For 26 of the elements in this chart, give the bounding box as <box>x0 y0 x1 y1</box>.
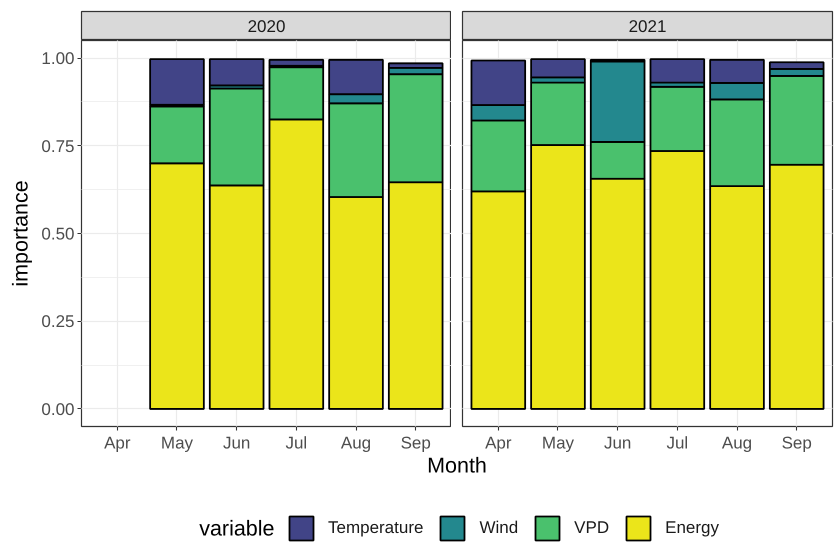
chart-title: 2021 <box>628 17 666 36</box>
x-tick-label: Apr <box>104 434 131 452</box>
x-tick-label: Apr <box>485 434 512 452</box>
x-tick-label: May <box>542 434 575 452</box>
x-axis-title: Month <box>427 454 487 478</box>
y-axis-title: importance <box>8 180 32 287</box>
x-tick-label: Aug <box>722 434 752 452</box>
legend-label: Wind <box>479 517 518 539</box>
legend-label: Temperature <box>328 517 424 539</box>
legend-label: VPD <box>574 517 610 539</box>
legend-title: variable <box>199 516 275 540</box>
x-tick-label: Aug <box>340 434 372 452</box>
y-tick-label: 0.00 <box>41 400 75 419</box>
x-tick-label: Sep <box>782 434 812 452</box>
y-tick-label: 0.75 <box>41 136 75 156</box>
x-tick-label: Jul <box>666 434 688 452</box>
x-tick-label: May <box>160 434 194 452</box>
y-tick-label: 1.00 <box>41 49 75 68</box>
chart-title: 2020 <box>248 17 286 36</box>
x-tick-label: Sep <box>400 434 431 452</box>
legend-label: Energy <box>665 517 720 539</box>
x-tick-label: Jun <box>222 434 250 452</box>
x-tick-label: Jun <box>604 434 632 452</box>
y-tick-label: 0.50 <box>41 224 75 244</box>
y-tick-label: 0.25 <box>41 312 75 332</box>
x-tick-label: Jul <box>285 434 308 452</box>
